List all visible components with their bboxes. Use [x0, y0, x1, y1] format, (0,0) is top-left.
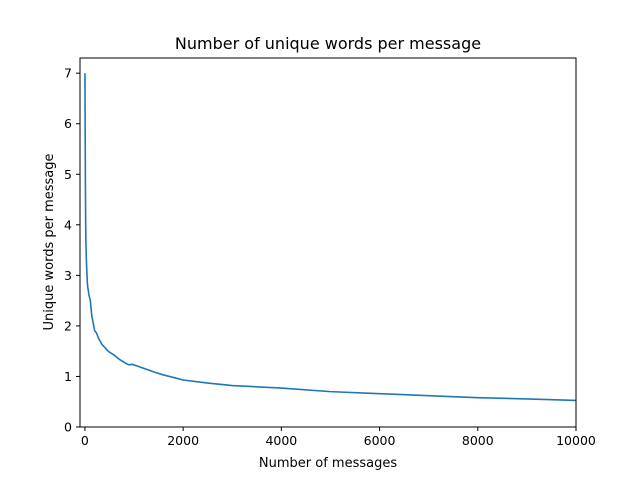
y-axis-ticks: 0 1 2 3 4 5 6 7 [64, 66, 80, 435]
x-tick-label: 6000 [364, 433, 396, 448]
y-tick-label: 1 [64, 369, 72, 384]
x-tick-label: 0 [81, 433, 89, 448]
y-tick-label: 5 [64, 167, 72, 182]
chart-title: Number of unique words per message [175, 34, 481, 53]
y-tick-label: 6 [64, 116, 72, 131]
y-tick-label: 4 [64, 217, 72, 232]
x-tick-label: 2000 [167, 433, 199, 448]
x-axis-ticks: 0 2000 4000 6000 8000 10000 [81, 427, 596, 448]
x-tick-label: 4000 [265, 433, 297, 448]
x-tick-label: 8000 [462, 433, 494, 448]
y-tick-label: 0 [64, 420, 72, 435]
y-axis-label: Unique words per message [42, 154, 57, 331]
y-tick-label: 2 [64, 318, 72, 333]
series-line [84, 73, 577, 402]
x-tick-label: 10000 [556, 433, 596, 448]
plot-frame [79, 57, 577, 428]
plot-area [84, 73, 577, 402]
y-tick-label: 3 [64, 268, 72, 283]
x-axis-label: Number of messages [259, 456, 397, 471]
y-tick-label: 7 [64, 66, 72, 81]
